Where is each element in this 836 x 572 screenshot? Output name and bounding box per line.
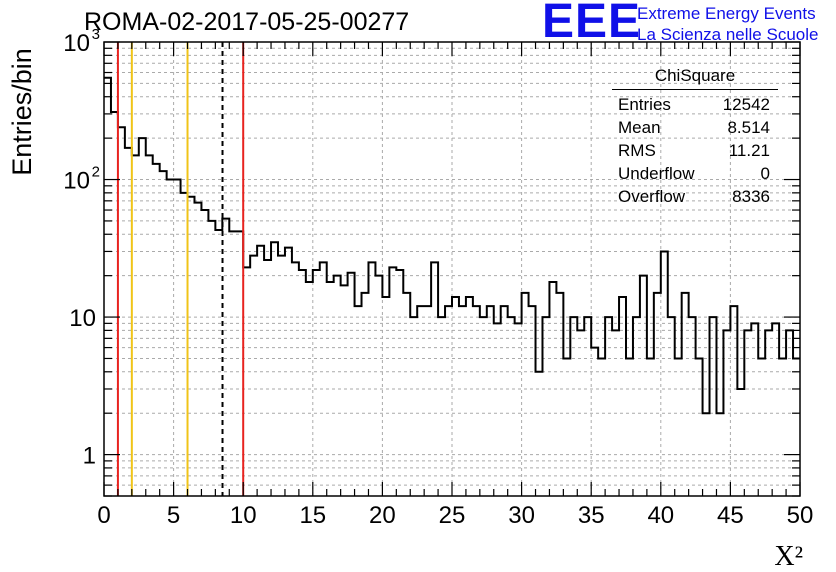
x-tick-label: 50 [787,502,814,529]
y-tick-label-exponent: 2 [92,164,100,181]
stats-title: ChiSquare [612,66,778,90]
logo-line1: Extreme Energy Events [637,4,816,23]
stats-value: 12542 [722,95,770,114]
x-tick-label: 25 [439,502,466,529]
y-tick-label: 10 [63,30,90,57]
stats-value: 8.514 [727,118,770,137]
x-axis-label: X² [774,541,803,572]
y-tick-label: 10 [63,168,90,195]
y-axis-label: Entries/bin [7,48,37,176]
x-tick-label: 0 [97,502,110,529]
x-tick-label: 5 [167,502,180,529]
stats-label: Entries [618,95,671,114]
logo-line2: La Scienza nelle Scuole [637,25,819,44]
y-tick-label-exponent: 3 [92,26,100,43]
stats-row-underflow: Underflow 0 [612,162,778,185]
x-tick-label: 40 [647,502,674,529]
x-tick-label: 30 [508,502,535,529]
stats-value: 11.21 [728,141,770,160]
x-tick-label: 10 [230,502,257,529]
stats-value: 8336 [732,187,770,206]
stats-box: ChiSquare Entries 12542 Mean 8.514 RMS 1… [612,66,778,208]
y-tick-label: 1 [83,443,96,470]
stats-label: Overflow [618,187,686,206]
eee-logo: EEE Extreme Energy Events La Scienza nel… [542,0,832,48]
x-tick-label: 20 [369,502,396,529]
stats-label: RMS [618,141,656,160]
stats-label: Underflow [618,164,695,183]
x-tick-label: 45 [717,502,744,529]
page-title: ROMA-02-2017-05-25-00277 [84,8,410,36]
stats-row-rms: RMS 11.21 [612,139,778,162]
stats-label: Mean [618,118,661,137]
stats-row-entries: Entries 12542 [612,93,778,116]
stats-row-overflow: Overflow 8336 [612,185,778,208]
stats-row-mean: Mean 8.514 [612,116,778,139]
x-tick-label: 15 [299,502,326,529]
stats-value: 0 [760,164,770,183]
y-tick-label: 10 [69,305,96,332]
x-tick-label: 35 [578,502,605,529]
logo-mark: EEE [542,0,642,48]
